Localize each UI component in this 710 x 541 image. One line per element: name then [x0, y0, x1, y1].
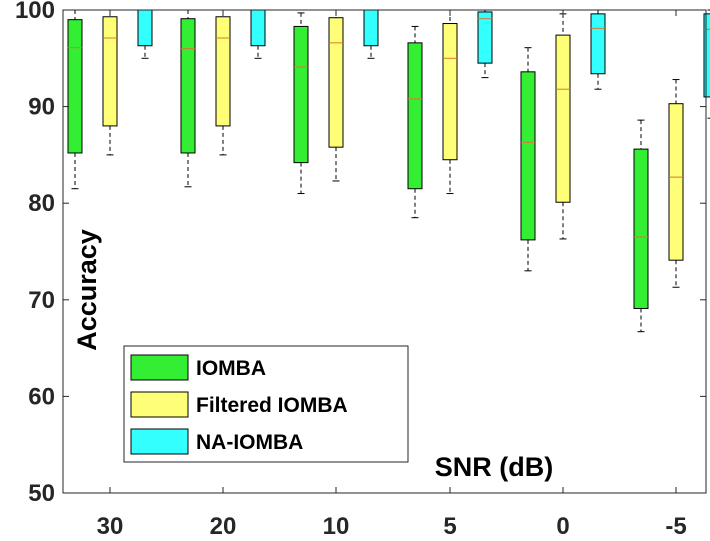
legend-label: Filtered IOMBA	[196, 394, 348, 417]
box-filtered-iomba-10	[328, 9, 344, 182]
y-tick-label: 100	[15, 0, 55, 24]
y-axis-label: Accuracy	[72, 229, 102, 351]
x-tick-label: 5	[443, 513, 456, 540]
iqr-box	[137, 9, 153, 47]
y-tick-label: 80	[28, 190, 55, 217]
iqr-box	[67, 19, 83, 154]
legend-swatch	[130, 428, 189, 455]
legend-item-na-iomba: NA-IOMBA	[130, 428, 303, 455]
iqr-box	[363, 9, 379, 47]
iqr-box	[442, 23, 458, 161]
iqr-box	[250, 9, 266, 47]
box-na-iomba--5	[703, 9, 710, 119]
box-filtered-iomba-0	[555, 13, 571, 240]
y-tick-label: 60	[28, 383, 55, 410]
x-tick-label: 30	[97, 513, 124, 540]
x-tick-label: 0	[556, 513, 569, 540]
box-iomba-30	[67, 9, 83, 190]
iqr-box	[328, 17, 344, 148]
iqr-box	[668, 103, 684, 261]
legend-label: NA-IOMBA	[196, 431, 303, 454]
iqr-box	[180, 18, 196, 154]
box-filtered-iomba-20	[215, 9, 231, 156]
box-iomba-0	[520, 47, 536, 272]
legend-item-iomba: IOMBA	[130, 354, 266, 381]
legend: IOMBA Filtered IOMBA NA-IOMBA	[123, 345, 409, 463]
legend-item-filtered-iomba: Filtered IOMBA	[130, 391, 348, 418]
iqr-box	[102, 16, 118, 127]
iqr-box	[477, 11, 493, 64]
iqr-box	[520, 71, 536, 241]
iqr-box	[407, 42, 423, 190]
box-iomba--5	[633, 119, 649, 333]
box-iomba-5	[407, 25, 423, 219]
legend-swatch	[130, 391, 189, 418]
x-tick-label: 20	[210, 513, 237, 540]
box-filtered-iomba-30	[102, 9, 118, 156]
x-tick-label: -5	[665, 513, 686, 540]
box-filtered-iomba-5	[442, 9, 458, 195]
iqr-box	[215, 16, 231, 127]
box-na-iomba-5	[477, 9, 493, 79]
y-tick-label: 70	[28, 287, 55, 314]
x-axis-label: SNR (dB)	[435, 452, 553, 482]
iqr-box	[590, 13, 606, 75]
box-iomba-10	[293, 12, 309, 195]
box-na-iomba-10	[363, 9, 379, 59]
legend-swatch	[130, 354, 189, 381]
box-na-iomba-20	[250, 9, 266, 59]
legend-label: IOMBA	[196, 357, 266, 380]
box-filtered-iomba--5	[668, 79, 684, 288]
y-tick-label: 50	[28, 480, 55, 507]
box-iomba-20	[180, 9, 196, 188]
y-tick-label: 90	[28, 94, 55, 121]
box-na-iomba-30	[137, 9, 153, 59]
iqr-box	[633, 148, 649, 309]
iqr-box	[703, 13, 710, 98]
iqr-box	[555, 34, 571, 203]
plot-frame	[62, 9, 707, 494]
plot-area	[67, 9, 710, 333]
x-tick-label: 10	[323, 513, 350, 540]
box-na-iomba-0	[590, 9, 606, 90]
iqr-box	[293, 25, 309, 164]
